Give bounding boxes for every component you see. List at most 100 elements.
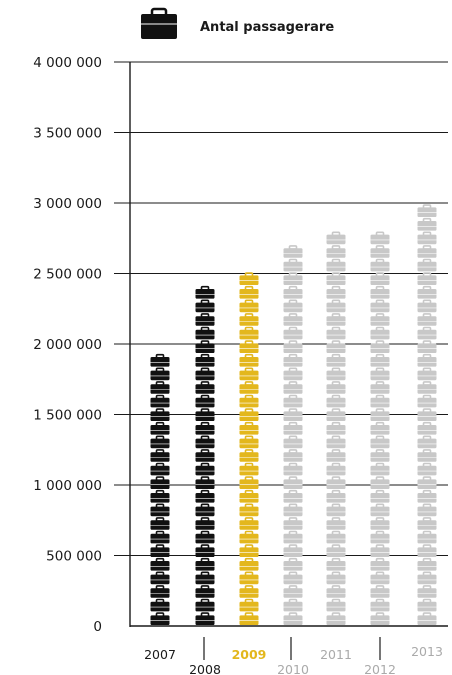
suitcase-icon xyxy=(417,217,437,231)
suitcase-icon xyxy=(150,571,170,585)
suitcase-icon xyxy=(195,530,215,544)
suitcase-icon xyxy=(370,394,390,408)
suitcase-icon xyxy=(239,503,259,517)
suitcase-icon xyxy=(283,598,303,612)
suitcase-icon xyxy=(370,598,390,612)
suitcase-icon xyxy=(283,272,303,285)
suitcase-icon xyxy=(417,326,437,340)
suitcase-icon xyxy=(326,367,346,381)
suitcase-icon xyxy=(239,367,259,381)
suitcase-icon xyxy=(326,503,346,517)
suitcase-icon xyxy=(417,421,437,435)
suitcase-icon xyxy=(195,612,215,625)
suitcase-icon xyxy=(283,421,303,435)
suitcase-icon xyxy=(326,245,346,258)
suitcase-icon xyxy=(239,530,259,544)
suitcase-icon xyxy=(370,462,390,476)
bar xyxy=(370,231,390,625)
suitcase-icon xyxy=(150,394,170,408)
suitcase-icon xyxy=(370,231,390,245)
suitcase-icon xyxy=(239,340,259,353)
suitcase-icon xyxy=(417,231,437,245)
suitcase-icon xyxy=(417,299,437,313)
suitcase-icon xyxy=(283,353,303,367)
suitcase-icon xyxy=(417,394,437,408)
suitcase-icon xyxy=(283,449,303,462)
suitcase-icon xyxy=(417,503,437,517)
suitcase-icon xyxy=(239,313,259,326)
suitcase-icon xyxy=(417,408,437,421)
suitcase-icon xyxy=(195,489,215,503)
suitcase-icon xyxy=(370,517,390,530)
suitcase-icon xyxy=(195,462,215,476)
suitcase-icon xyxy=(150,489,170,503)
suitcase-icon xyxy=(417,462,437,476)
suitcase-icon xyxy=(195,585,215,598)
suitcase-icon xyxy=(326,381,346,394)
suitcase-icon xyxy=(326,517,346,530)
suitcase-icon xyxy=(239,421,259,435)
suitcase-icon xyxy=(417,612,437,625)
y-tick-label: 3 500 000 xyxy=(33,126,102,142)
suitcase-icon xyxy=(239,353,259,367)
suitcase-icon xyxy=(326,585,346,598)
suitcase-icon xyxy=(239,612,259,625)
suitcase-icon xyxy=(195,503,215,517)
suitcase-icon xyxy=(283,245,303,258)
suitcase-icon xyxy=(283,258,303,272)
suitcase-icon xyxy=(326,231,346,245)
suitcase-icon xyxy=(417,530,437,544)
suitcase-icon xyxy=(195,571,215,585)
suitcase-icon xyxy=(283,530,303,544)
suitcase-icon xyxy=(370,489,390,503)
suitcase-icon xyxy=(283,381,303,394)
suitcase-icon xyxy=(150,435,170,449)
suitcase-icon xyxy=(326,489,346,503)
y-tick-label: 2 000 000 xyxy=(33,337,102,353)
suitcase-icon xyxy=(150,585,170,598)
y-tick-label: 2 500 000 xyxy=(33,267,102,283)
suitcase-icon xyxy=(239,394,259,408)
suitcase-icon xyxy=(417,353,437,367)
suitcase-icon xyxy=(283,408,303,421)
suitcase-icon xyxy=(326,449,346,462)
suitcase-icon xyxy=(326,598,346,612)
suitcase-icon xyxy=(370,367,390,381)
y-tick-label: 0 xyxy=(93,619,102,635)
suitcase-icon xyxy=(326,557,346,571)
suitcase-icon xyxy=(195,544,215,557)
suitcase-icon xyxy=(195,598,215,612)
suitcase-icon xyxy=(195,557,215,571)
suitcase-icon xyxy=(283,285,303,299)
suitcase-icon xyxy=(150,476,170,489)
suitcase-icon xyxy=(239,489,259,503)
suitcase-icon xyxy=(239,598,259,612)
suitcase-icon xyxy=(150,612,170,625)
suitcase-icon xyxy=(370,503,390,517)
x-tick-label: 2013 xyxy=(411,644,443,659)
bar xyxy=(283,245,303,625)
suitcase-icon xyxy=(417,285,437,299)
suitcase-icon xyxy=(370,421,390,435)
suitcase-icon xyxy=(326,258,346,272)
suitcase-icon xyxy=(326,544,346,557)
suitcase-icon xyxy=(417,489,437,503)
suitcase-icon xyxy=(283,394,303,408)
suitcase-icon xyxy=(150,381,170,394)
suitcase-icon xyxy=(150,517,170,530)
suitcase-icon xyxy=(239,435,259,449)
suitcase-icon xyxy=(195,313,215,326)
bar xyxy=(239,272,259,625)
suitcase-icon xyxy=(283,476,303,489)
suitcase-icon xyxy=(195,299,215,313)
suitcase-icon xyxy=(417,340,437,353)
suitcase-icon xyxy=(195,421,215,435)
suitcase-icon xyxy=(370,476,390,489)
suitcase-icon xyxy=(150,449,170,462)
suitcase-icon xyxy=(417,367,437,381)
suitcase-icon xyxy=(239,381,259,394)
suitcase-icon xyxy=(417,204,437,217)
x-tick-label: 2010 xyxy=(277,662,309,675)
suitcase-icon xyxy=(370,612,390,625)
y-tick-label: 1 500 000 xyxy=(33,408,102,424)
